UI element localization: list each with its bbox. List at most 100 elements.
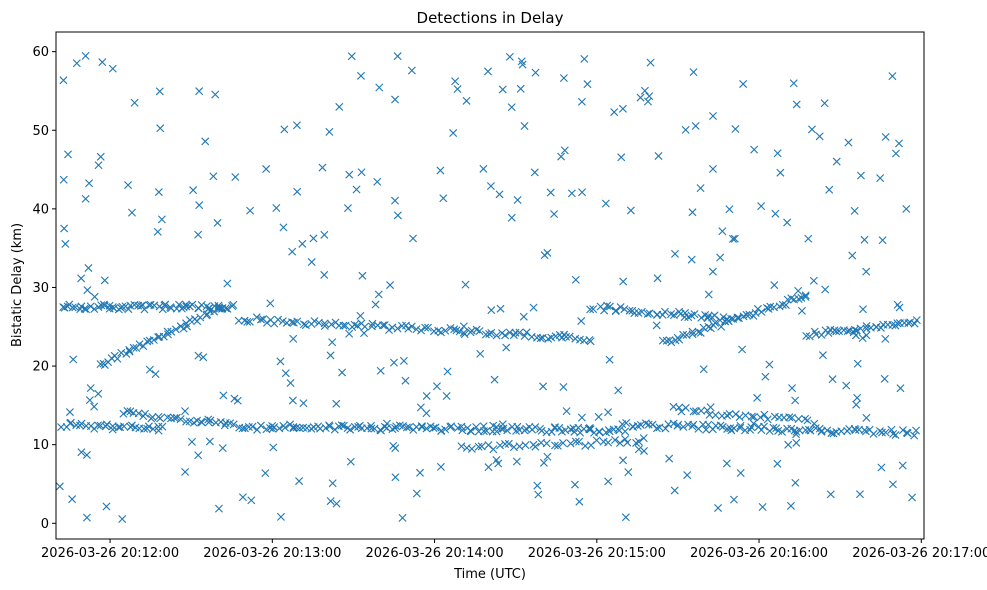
detection-marker: [904, 319, 913, 328]
detection-marker: [118, 514, 127, 523]
detection-marker: [594, 412, 603, 421]
detection-marker: [477, 442, 486, 451]
detection-marker: [842, 381, 851, 390]
detection-marker: [149, 335, 158, 344]
detection-marker: [386, 281, 395, 290]
detection-marker: [61, 239, 70, 248]
detection-marker: [94, 389, 103, 398]
detection-marker: [887, 425, 896, 434]
detection-marker: [492, 456, 501, 465]
detection-marker: [605, 427, 614, 436]
detection-marker: [741, 411, 750, 420]
detection-marker: [155, 87, 164, 96]
detection-marker: [531, 68, 540, 77]
detection-marker: [736, 423, 745, 432]
detection-marker: [325, 422, 334, 431]
detection-marker: [262, 318, 271, 327]
detection-marker: [391, 196, 400, 205]
detection-marker: [90, 305, 99, 314]
detection-marker: [412, 325, 421, 334]
detection-marker: [578, 188, 587, 197]
detection-marker: [769, 423, 778, 432]
y-tick-label: 20: [32, 360, 49, 375]
detection-marker: [531, 442, 540, 451]
detection-marker: [683, 471, 692, 480]
detection-marker: [687, 255, 696, 264]
detection-marker: [624, 468, 633, 477]
x-tick-label: 2026-03-26 20:14:00: [366, 546, 504, 561]
detection-marker: [877, 428, 886, 437]
detection-marker: [442, 391, 451, 400]
detection-marker: [118, 302, 127, 311]
detection-marker: [589, 305, 598, 314]
detection-marker: [457, 442, 466, 451]
y-tick-label: 30: [32, 281, 49, 296]
detection-marker: [791, 396, 800, 405]
detection-marker: [550, 441, 559, 450]
x-tick-label: 2026-03-26 20:15:00: [528, 546, 666, 561]
detection-marker: [149, 425, 158, 433]
detection-marker: [872, 322, 881, 331]
detection-marker: [77, 419, 86, 428]
detection-marker: [652, 424, 661, 433]
detection-marker: [487, 328, 496, 337]
detection-marker: [84, 264, 93, 273]
detection-marker: [869, 429, 878, 438]
detection-marker: [749, 412, 758, 421]
detection-marker: [773, 459, 782, 468]
detection-marker: [429, 424, 438, 433]
detection-marker: [881, 132, 890, 141]
detection-marker: [610, 108, 619, 117]
detection-marker: [148, 413, 157, 422]
detection-marker: [640, 86, 649, 95]
detection-marker: [731, 410, 740, 419]
detection-marker: [788, 384, 797, 393]
detection-marker: [489, 421, 498, 430]
detection-marker: [238, 424, 247, 433]
detection-marker: [818, 351, 827, 360]
detection-marker: [521, 441, 530, 450]
detection-marker: [910, 319, 919, 328]
detection-marker: [714, 503, 723, 512]
detection-marker: [484, 463, 493, 472]
detection-marker: [738, 345, 747, 354]
detection-marker: [688, 327, 697, 336]
detection-marker: [675, 403, 684, 412]
detection-marker: [467, 326, 476, 335]
detection-marker: [234, 316, 243, 325]
detection-marker: [395, 421, 404, 430]
detection-marker: [320, 230, 329, 239]
detection-marker: [185, 316, 194, 325]
detection-marker: [665, 454, 674, 463]
detection-marker: [399, 356, 408, 365]
detection-marker: [102, 502, 111, 511]
detection-marker: [691, 121, 700, 130]
detection-marker: [820, 99, 829, 108]
detection-marker: [189, 186, 198, 195]
detection-marker: [270, 423, 279, 432]
detection-marker: [233, 396, 242, 405]
detection-marker: [474, 442, 483, 451]
detection-marker: [519, 312, 528, 321]
detection-marker: [117, 348, 126, 357]
detection-marker: [183, 322, 192, 331]
detection-marker: [634, 445, 643, 454]
detection-marker: [60, 224, 69, 233]
y-tick-label: 40: [32, 202, 49, 217]
detection-marker: [893, 319, 902, 328]
detection-marker: [697, 313, 706, 322]
detection-marker: [518, 60, 527, 69]
detection-marker: [574, 437, 583, 446]
detection-marker: [475, 327, 484, 336]
detection-marker: [725, 410, 734, 419]
detection-marker: [59, 175, 68, 184]
detection-marker: [680, 313, 689, 322]
detection-marker: [432, 382, 441, 391]
detection-marker: [611, 436, 620, 445]
detection-marker: [85, 396, 94, 405]
detection-marker: [221, 304, 230, 313]
detection-marker: [326, 497, 335, 506]
detection-marker: [640, 446, 649, 455]
detection-marker: [747, 412, 756, 421]
detection-marker: [309, 234, 318, 243]
